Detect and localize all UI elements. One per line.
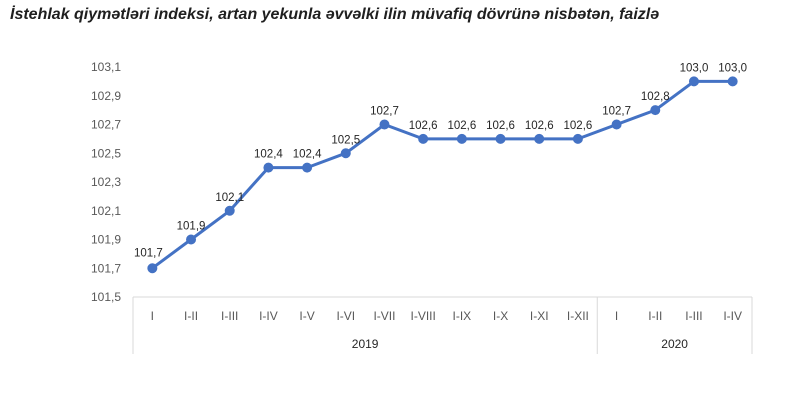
data-point xyxy=(147,263,158,274)
y-tick-label: 102,1 xyxy=(91,204,121,218)
y-tick-label: 102,5 xyxy=(91,146,121,160)
x-tick-label: I-IV xyxy=(723,309,742,323)
data-point xyxy=(534,133,545,144)
data-label: 101,9 xyxy=(177,221,206,233)
data-label: 102,6 xyxy=(447,120,476,132)
data-label: 102,6 xyxy=(409,120,438,132)
x-tick-label: I-III xyxy=(221,309,238,323)
data-point xyxy=(688,76,699,87)
data-point xyxy=(302,162,313,173)
x-tick-label: I-II xyxy=(184,309,198,323)
data-label: 102,5 xyxy=(331,134,360,146)
x-tick-label: I-X xyxy=(493,309,508,323)
series-polyline xyxy=(151,79,733,270)
x-tick-label: I-XII xyxy=(567,309,589,323)
data-label: 102,6 xyxy=(525,120,554,132)
data-label: 102,8 xyxy=(641,91,670,103)
data-point xyxy=(456,133,467,144)
x-tick-label: I-II xyxy=(648,309,662,323)
group-label: 2020 xyxy=(661,337,688,351)
data-point xyxy=(727,76,738,87)
x-tick-label: I-IX xyxy=(453,309,472,323)
x-tick-label: I-IV xyxy=(259,309,278,323)
data-point xyxy=(340,148,351,159)
data-point xyxy=(572,133,583,144)
y-tick-label: 101,9 xyxy=(91,233,121,247)
data-label: 101,7 xyxy=(134,247,163,259)
data-point xyxy=(418,133,429,144)
data-label: 102,4 xyxy=(254,149,283,161)
y-tick-label: 101,5 xyxy=(91,290,121,304)
x-tick-label: I-V xyxy=(299,309,314,323)
data-label: 102,6 xyxy=(564,120,593,132)
x-tick-label: I xyxy=(151,309,154,323)
y-tick-label: 102,7 xyxy=(91,118,121,132)
data-label: 102,1 xyxy=(215,192,244,204)
data-point xyxy=(379,119,390,130)
data-point xyxy=(224,205,235,216)
data-label: 103,0 xyxy=(680,62,709,74)
data-label: 102,7 xyxy=(602,106,631,118)
y-tick-label: 103,1 xyxy=(91,60,121,74)
y-tick-label: 101,7 xyxy=(91,261,121,275)
data-point xyxy=(611,119,622,130)
data-label: 102,6 xyxy=(486,120,515,132)
group-label: 2019 xyxy=(352,337,379,351)
data-point xyxy=(650,105,661,116)
x-tick-label: I-VIII xyxy=(410,309,435,323)
axes: 101,5 101,7 101,9 102,1 102,3 102,5 102,7 102,9… xyxy=(91,60,753,354)
data-label: 102,7 xyxy=(370,106,399,118)
data-label: 103,0 xyxy=(718,62,747,74)
data-label: 102,4 xyxy=(293,149,322,161)
x-tick-label: I-III xyxy=(685,309,702,323)
data-labels: 101,7 101,9 102,1 102,4 102,4 102,5 102,7 102,6… xyxy=(134,62,747,259)
x-tick-label: I-VI xyxy=(336,309,355,323)
y-tick-label: 102,9 xyxy=(91,89,121,103)
y-tick-label: 102,3 xyxy=(91,175,121,189)
data-point xyxy=(263,162,274,173)
series-line xyxy=(147,76,738,274)
chart-title: İstehlak qiymətləri indeksi, artan yekun… xyxy=(10,6,660,23)
data-point xyxy=(495,133,506,144)
x-tick-label: I xyxy=(615,309,618,323)
data-point xyxy=(186,234,197,245)
x-tick-label: I-XI xyxy=(530,309,549,323)
x-tick-label: I-VII xyxy=(373,309,395,323)
